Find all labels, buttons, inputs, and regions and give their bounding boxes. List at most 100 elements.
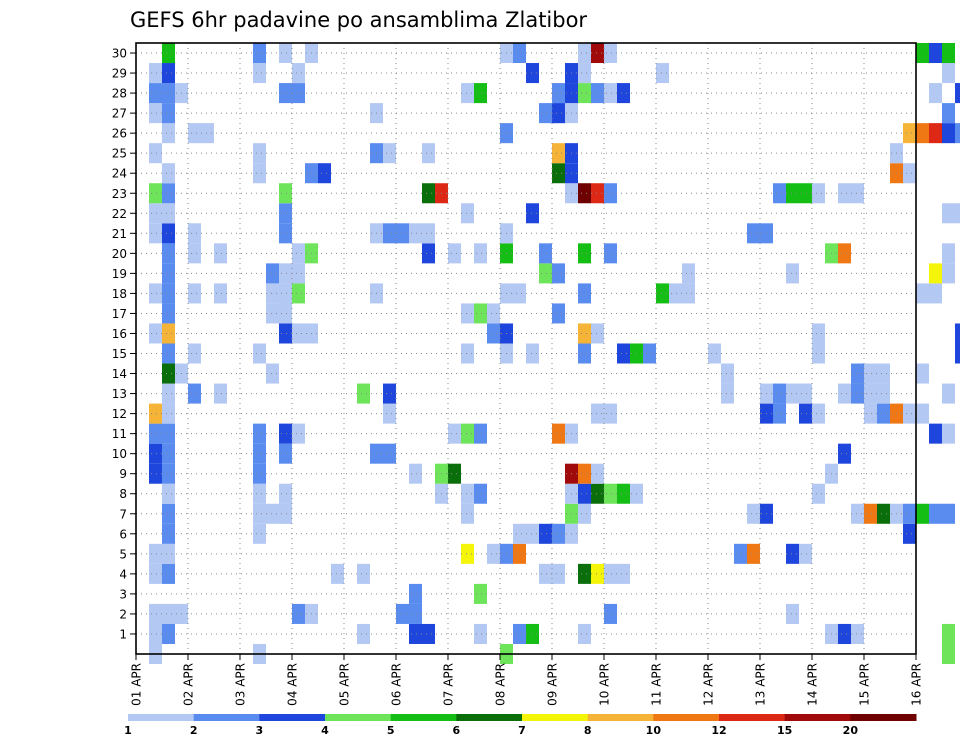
heat-cell: [409, 463, 422, 484]
heat-cell: [253, 43, 266, 64]
heat-cell: [461, 203, 474, 224]
y-tick-label: 9: [119, 467, 127, 481]
y-tick-label: 25: [112, 147, 127, 161]
heat-cell: [409, 583, 422, 604]
heat-cell: [292, 243, 305, 264]
heat-cell: [903, 123, 916, 144]
heat-cell: [253, 483, 266, 504]
heat-cell: [604, 243, 617, 264]
heat-cell: [279, 203, 292, 224]
heat-cell: [864, 403, 877, 424]
heat-cell: [578, 63, 591, 84]
heat-cell: [578, 83, 591, 104]
heat-cell: [279, 223, 292, 244]
heat-cell: [162, 563, 175, 584]
heat-cell: [929, 43, 942, 64]
colorbar-label: 15: [777, 724, 792, 737]
heat-cell: [799, 383, 812, 404]
y-tick-label: 11: [112, 427, 127, 441]
x-tick-label: 08 APR: [494, 663, 508, 706]
heat-cell: [162, 343, 175, 364]
heat-cell: [279, 483, 292, 504]
heat-cell: [526, 343, 539, 364]
heat-cell: [838, 383, 851, 404]
heat-cell: [279, 43, 292, 64]
heat-cell: [279, 503, 292, 524]
heat-cell: [851, 363, 864, 384]
y-tick-label: 22: [112, 207, 127, 221]
heat-cell: [253, 463, 266, 484]
heat-cell: [942, 103, 955, 124]
colorbar-label: 20: [843, 724, 859, 737]
heat-cell: [955, 83, 960, 104]
heat-cell: [474, 243, 487, 264]
y-tick-label: 4: [119, 567, 127, 581]
colorbar-swatch: [587, 714, 654, 721]
heat-cell: [318, 163, 331, 184]
heat-cell: [578, 43, 591, 64]
colorbar-swatch: [325, 714, 392, 721]
heat-cell: [539, 523, 552, 544]
heat-cell: [357, 563, 370, 584]
heat-cell: [604, 83, 617, 104]
heat-cell: [279, 423, 292, 444]
heat-cell: [942, 243, 955, 264]
heat-cell: [812, 323, 825, 344]
heat-cell: [513, 543, 526, 564]
heat-cell: [162, 283, 175, 304]
chart-title: GEFS 6hr padavine po ansamblima Zlatibor: [130, 8, 587, 32]
x-tick-label: 04 APR: [286, 663, 300, 706]
heat-cell: [747, 543, 760, 564]
x-tick-label: 16 APR: [910, 663, 924, 706]
heat-cell: [942, 63, 955, 84]
heat-cell: [578, 343, 591, 364]
heat-cell: [253, 163, 266, 184]
x-tick-label: 15 APR: [858, 663, 872, 706]
y-tick-label: 16: [112, 327, 127, 341]
heat-cell: [448, 423, 461, 444]
heat-cell: [552, 143, 565, 164]
heat-cell: [474, 583, 487, 604]
colorbar-swatch: [784, 714, 851, 721]
heat-cell: [942, 123, 955, 144]
heat-cell: [942, 623, 955, 644]
heat-cell: [942, 263, 955, 284]
y-tick-label: 5: [119, 547, 127, 561]
x-tick-label: 11 APR: [650, 663, 664, 706]
colorbar-label: 6: [453, 724, 461, 737]
heat-cell: [188, 343, 201, 364]
heat-cell: [929, 503, 955, 524]
heat-cell: [929, 263, 942, 284]
heat-cell: [929, 83, 942, 104]
heat-cell: [864, 503, 877, 524]
x-tick-label: 10 APR: [598, 663, 612, 706]
heat-cell: [422, 143, 435, 164]
heat-cell: [266, 263, 279, 284]
heat-cell: [591, 483, 604, 504]
colorbar-swatch: [456, 714, 523, 721]
heat-cell: [773, 383, 786, 404]
y-tick-label: 19: [112, 267, 127, 281]
heat-cell: [461, 543, 474, 564]
x-tick-label: 06 APR: [390, 663, 404, 706]
heat-cell: [461, 503, 474, 524]
y-tick-label: 2: [119, 607, 127, 621]
heat-cell: [539, 263, 552, 284]
x-tick-label: 13 APR: [754, 663, 768, 706]
heat-cell: [721, 383, 734, 404]
heat-cell: [162, 243, 175, 264]
heat-cell: [838, 243, 851, 264]
heat-cell: [578, 623, 591, 644]
heat-cell: [292, 323, 318, 344]
heat-cell: [162, 303, 175, 324]
heat-cell: [591, 183, 604, 204]
colorbar-label: 2: [190, 724, 198, 737]
heat-cell: [903, 523, 916, 544]
heat-cell: [188, 283, 201, 304]
y-tick-label: 24: [112, 167, 127, 181]
heat-cell: [955, 323, 960, 344]
heat-cell: [461, 483, 474, 504]
heat-cell: [526, 203, 539, 224]
y-tick-label: 29: [112, 67, 127, 81]
heat-cell: [461, 423, 474, 444]
